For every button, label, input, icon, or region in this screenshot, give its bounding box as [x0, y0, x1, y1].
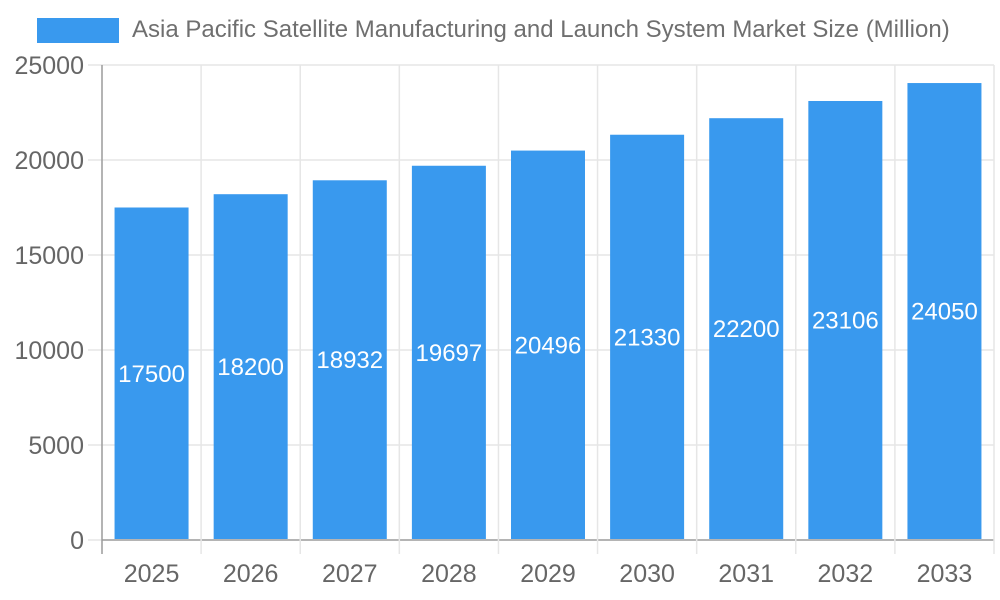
x-tick-label: 2027: [322, 560, 378, 588]
chart-legend-item[interactable]: Asia Pacific Satellite Manufacturing and…: [37, 16, 950, 44]
bar-value-label: 18200: [217, 354, 284, 381]
x-tick-label: 2026: [223, 560, 279, 588]
y-tick-label: 15000: [14, 242, 84, 270]
y-tick-label: 25000: [14, 52, 84, 80]
bar-2026[interactable]: [213, 194, 288, 539]
bar-value-label: 22200: [713, 316, 780, 343]
bar-2032[interactable]: [808, 100, 883, 540]
y-tick-label: 0: [70, 527, 84, 555]
bar-2033[interactable]: [907, 83, 982, 540]
bar-value-label: 17500: [118, 361, 185, 388]
bar-value-label: 18932: [316, 347, 383, 374]
bar-2030[interactable]: [610, 134, 685, 540]
bar-value-label: 21330: [614, 324, 681, 351]
y-tick-label: 20000: [14, 147, 84, 175]
x-tick-label: 2030: [619, 560, 675, 588]
bar-2025[interactable]: [114, 207, 189, 540]
x-tick-label: 2033: [917, 560, 973, 588]
bar-2031[interactable]: [709, 118, 784, 539]
y-tick-label: 5000: [28, 432, 84, 460]
bar-2029[interactable]: [511, 150, 585, 540]
bar-2027[interactable]: [312, 180, 387, 540]
bar-value-label: 20496: [515, 332, 582, 359]
x-tick-label: 2025: [124, 560, 180, 588]
x-tick-label: 2031: [718, 560, 774, 588]
bar-value-label: 24050: [911, 299, 978, 326]
y-tick-label: 10000: [14, 337, 84, 365]
x-tick-label: 2032: [818, 560, 874, 588]
legend-swatch-icon: [37, 17, 119, 43]
x-tick-label: 2029: [520, 560, 576, 588]
bar-value-label: 23106: [812, 307, 879, 334]
x-tick-label: 2028: [421, 560, 477, 588]
bar-value-label: 19697: [416, 340, 483, 367]
bar-2028[interactable]: [411, 165, 486, 539]
chart-title: Asia Pacific Satellite Manufacturing and…: [132, 16, 950, 43]
